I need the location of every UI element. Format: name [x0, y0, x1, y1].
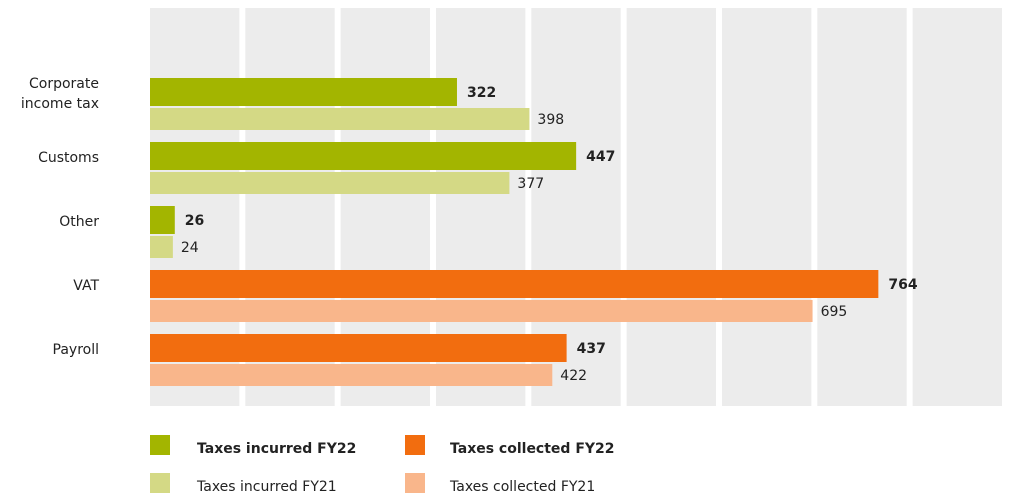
bar	[150, 364, 553, 386]
category-label: Customs	[38, 150, 99, 166]
bar	[150, 108, 530, 130]
value-label: 322	[467, 85, 496, 101]
category-label: Payroll	[52, 342, 99, 358]
bar	[150, 236, 173, 258]
grid-band	[722, 8, 812, 406]
bar	[150, 206, 175, 234]
legend-label: Taxes collected FY22	[450, 441, 615, 457]
legend-swatch	[405, 473, 425, 493]
legend-swatch	[150, 473, 170, 493]
category-label: Other	[59, 214, 99, 230]
value-label: 764	[888, 277, 917, 293]
bar	[150, 142, 577, 170]
bar	[150, 300, 813, 322]
bar	[150, 78, 457, 106]
legend-label: Taxes incurred FY22	[197, 441, 356, 457]
value-label: 377	[517, 176, 544, 192]
value-label: 695	[821, 304, 848, 320]
grid-band	[912, 8, 1002, 406]
category-label: VAT	[73, 278, 99, 294]
value-label: 437	[577, 341, 606, 357]
value-label: 398	[537, 112, 564, 128]
grid-band	[626, 8, 716, 406]
category-label: Corporate income tax	[20, 76, 99, 112]
bar	[150, 334, 567, 362]
legend-label: Taxes collected FY21	[449, 479, 595, 494]
legend-swatch	[405, 435, 425, 455]
value-label: 26	[185, 213, 204, 229]
legend-label: Taxes incurred FY21	[196, 479, 337, 494]
value-label: 24	[181, 240, 199, 256]
grid-band	[817, 8, 907, 406]
value-label: 422	[560, 368, 587, 384]
bar	[150, 172, 510, 194]
legend-swatch	[150, 435, 170, 455]
bar	[150, 270, 879, 298]
value-label: 447	[586, 149, 615, 165]
